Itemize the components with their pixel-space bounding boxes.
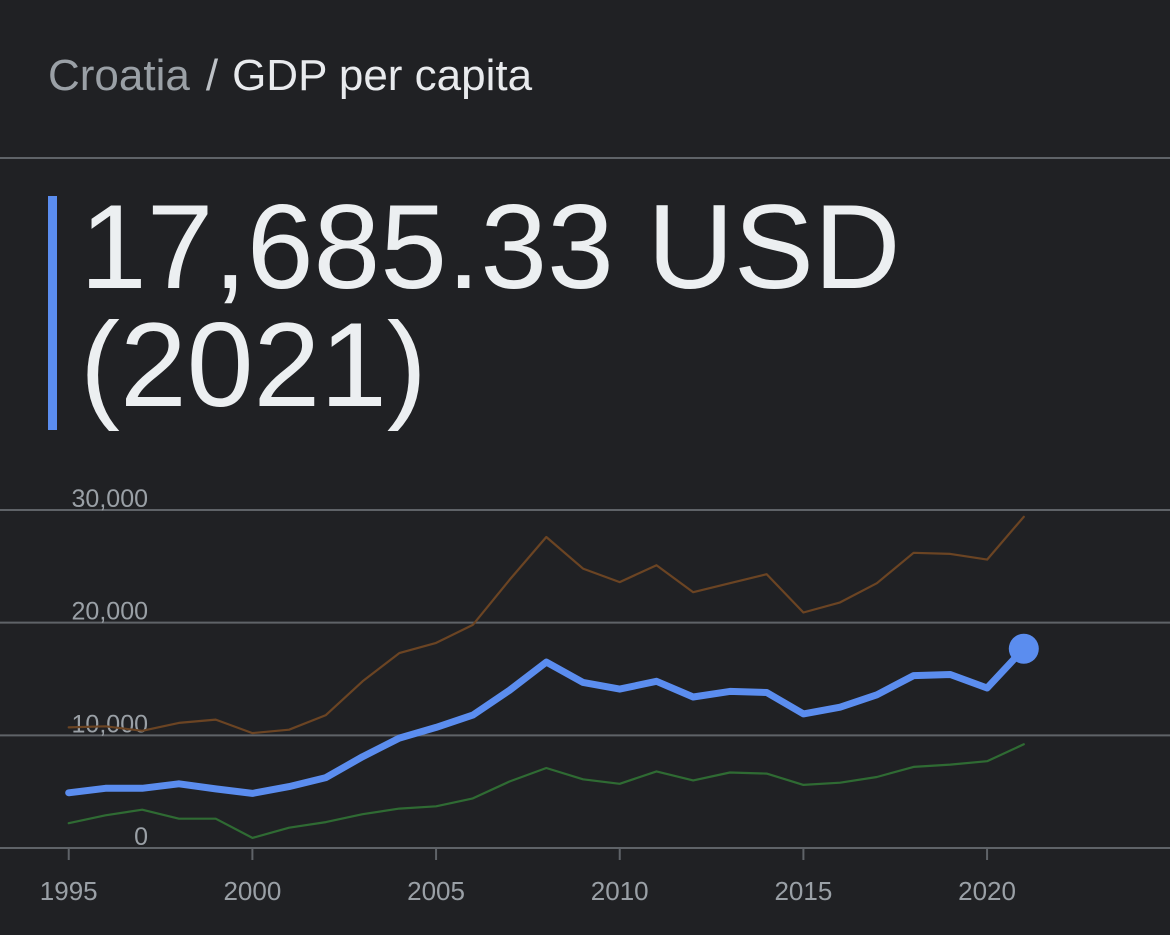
series-line-low [67, 743, 1025, 839]
breadcrumb: Croatia / GDP per capita [48, 48, 532, 104]
headline-value: 17,685.33 USD (2021) [80, 180, 901, 432]
breadcrumb-metric: GDP per capita [232, 51, 533, 100]
breadcrumb-country[interactable]: Croatia [48, 51, 190, 100]
series-layer [65, 515, 1039, 839]
x-axis-ticks: 1995 2000 2005 2010 2015 2020 [40, 848, 1016, 906]
gdp-line-chart[interactable]: 0 10,000 20,000 30,000 1995 2000 2005 2010 2015… [0, 470, 1170, 935]
headline-year: (2021) [80, 298, 427, 432]
series-line-main [65, 645, 1028, 797]
latest-value-point[interactable] [1008, 633, 1039, 664]
x-tick-label: 2020 [958, 876, 1016, 906]
y-tick-label: 10,000 [72, 710, 148, 738]
grid-layer: 0 10,000 20,000 30,000 [0, 485, 1170, 851]
x-tick-label: 1995 [40, 876, 98, 906]
series-line-high [67, 515, 1025, 735]
value-accent-bar [48, 196, 57, 430]
y-tick-label: 20,000 [72, 598, 148, 626]
header-divider [0, 157, 1170, 159]
y-tick-label: 0 [134, 823, 148, 851]
headline-amount: 17,685.33 USD [80, 180, 901, 314]
breadcrumb-separator: / [205, 51, 219, 100]
x-tick-label: 2005 [407, 876, 465, 906]
y-tick-label: 30,000 [72, 485, 148, 513]
x-tick-label: 2010 [591, 876, 649, 906]
x-tick-label: 2015 [774, 876, 832, 906]
x-tick-label: 2000 [223, 876, 281, 906]
